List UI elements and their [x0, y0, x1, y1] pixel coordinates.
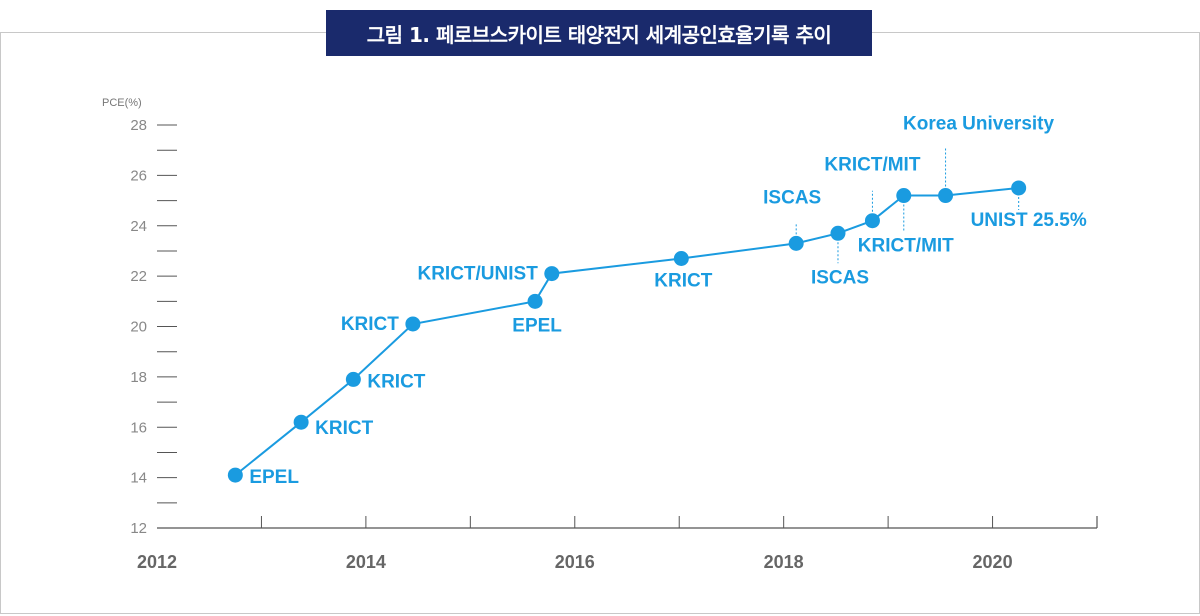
data-label: Korea University [903, 114, 1054, 135]
x-tick-label: 2014 [346, 552, 386, 572]
data-point [864, 213, 880, 229]
y-tick-label: 14 [130, 470, 147, 487]
y-axis-label: PCE(%) [102, 97, 142, 109]
y-tick-label: 28 [130, 117, 147, 134]
data-point [405, 316, 421, 332]
data-point [896, 188, 912, 204]
data-label: ISCAS [811, 267, 869, 288]
data-point [227, 467, 243, 483]
data-label: KRICT/MIT [858, 236, 954, 257]
data-label: UNIST 25.5% [971, 210, 1087, 231]
x-tick-label: 2020 [973, 552, 1013, 572]
y-ticks: 12 14 16 18 20 22 24 26 28 [130, 117, 177, 537]
data-point [673, 250, 689, 266]
data-label: KRICT [654, 270, 712, 291]
y-tick-label: 20 [130, 319, 147, 336]
x-ticks: 2012 2014 2016 2018 2020 [137, 516, 1098, 572]
data-label: KRICT [315, 418, 373, 439]
data-points [227, 180, 1027, 483]
data-label: KRICT [367, 371, 425, 392]
y-tick-label: 18 [130, 369, 147, 386]
leader-lines [795, 147, 1020, 264]
data-point [1011, 180, 1027, 196]
point-labels: EPEL KRICT KRICT KRICT EPEL KRICT/UNIST KRICT I… [249, 114, 1087, 489]
chart-frame [0, 32, 1200, 614]
data-point [527, 293, 543, 309]
chart-title: 그림 1. 페로브스카이트 태양전지 세계공인효율기록 추이 [326, 10, 872, 56]
y-tick-label: 24 [130, 218, 147, 235]
y-tick-label: 26 [130, 167, 147, 184]
y-tick-label: 16 [130, 419, 147, 436]
data-label: EPEL [249, 467, 299, 488]
y-tick-label: 12 [130, 520, 147, 537]
data-label: KRICT/MIT [824, 155, 920, 176]
data-point [830, 225, 846, 241]
x-tick-label: 2012 [137, 552, 177, 572]
data-point [788, 235, 804, 251]
data-label: EPEL [512, 315, 562, 336]
data-label: KRICT [341, 314, 399, 335]
data-point [938, 188, 954, 204]
data-point [544, 266, 560, 282]
data-point [293, 414, 309, 430]
axes [157, 516, 1098, 529]
data-label: ISCAS [763, 187, 821, 208]
x-tick-label: 2016 [555, 552, 595, 572]
data-label: KRICT/UNIST [417, 264, 538, 285]
y-tick-label: 22 [130, 268, 147, 285]
data-point [345, 371, 361, 387]
x-tick-label: 2018 [764, 552, 804, 572]
